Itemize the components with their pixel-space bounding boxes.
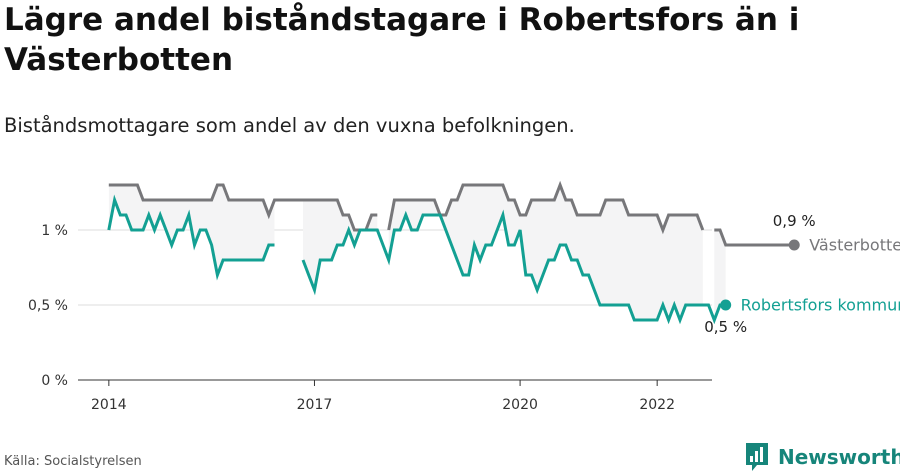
end-value-robertsfors-kommun: 0,5 % (704, 318, 747, 336)
source-note: Källa: Socialstyrelsen (4, 454, 142, 469)
x-axis: 2014 2017 2020 2022 (78, 379, 712, 413)
y-tick-label: 0 % (41, 373, 68, 389)
difference-band-layer (108, 185, 726, 320)
bar-chart-logo-icon (746, 443, 768, 471)
county-end-marker (788, 239, 800, 251)
y-tick-label: 1 % (41, 223, 68, 239)
difference-band (388, 185, 703, 320)
y-tick-label: 0,5 % (28, 298, 68, 314)
x-tick-label: 2017 (297, 397, 333, 413)
end-value-vasterbottens-lan: 0,9 % (773, 212, 816, 230)
chart-subtitle: Biståndsmottagare som andel av den vuxna… (4, 114, 575, 137)
x-tick-label: 2022 (639, 397, 675, 413)
chart-title: Lägre andel biståndstagare i Robertsfors… (4, 2, 800, 78)
x-tick-label: 2020 (502, 397, 538, 413)
series-layer (107, 180, 800, 325)
series-line-robertsfors-kommun (107, 194, 726, 325)
series-name-robertsfors-kommun: Robertsfors kommun (741, 296, 900, 315)
brand-name: Newsworthy (778, 445, 900, 469)
brand-logo[interactable]: Newsworthy (744, 441, 900, 473)
difference-band (714, 230, 726, 320)
municipality-end-marker (720, 299, 732, 311)
label-layer: Västerbottens län 0,9 % Robertsfors kommun… (704, 212, 900, 336)
x-tick-label: 2014 (91, 397, 127, 413)
series-name-vasterbottens-lan: Västerbottens län (809, 236, 900, 255)
